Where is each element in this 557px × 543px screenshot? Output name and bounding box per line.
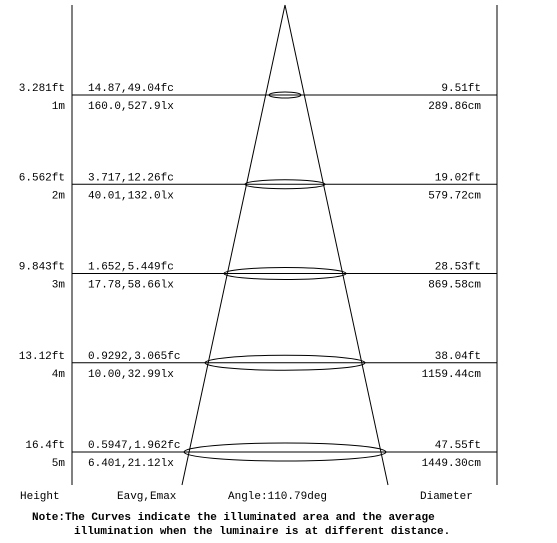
illuminated-area <box>268 91 302 99</box>
diameter-ft: 47.55ft <box>435 440 481 452</box>
diameter-cm: 1449.30cm <box>422 458 482 470</box>
height-ft: 13.12ft <box>19 351 65 363</box>
illum-fc: 0.9292,3.065fc <box>88 351 180 363</box>
illum-lx: 160.0,527.9lx <box>88 101 174 113</box>
height-ft: 16.4ft <box>25 440 65 452</box>
cone-edge <box>284 4 389 486</box>
illuminated-area <box>244 179 326 190</box>
height-m: 1m <box>52 101 66 113</box>
height-m: 5m <box>52 458 66 470</box>
height-m: 2m <box>52 190 66 202</box>
diameter-ft: 9.51ft <box>441 83 481 95</box>
height-ft: 3.281ft <box>19 83 65 95</box>
cone-edge <box>181 4 286 486</box>
diameter-ft: 19.02ft <box>435 172 481 184</box>
illum-fc: 3.717,12.26fc <box>88 172 174 184</box>
height-ft: 9.843ft <box>19 262 65 274</box>
note-line: Note:The Curves indicate the illuminated… <box>32 512 435 524</box>
diameter-ft: 28.53ft <box>435 262 481 274</box>
footer-illum: Eavg,Emax <box>117 491 177 503</box>
illum-lx: 17.78,58.66lx <box>88 280 174 292</box>
height-m: 3m <box>52 280 66 292</box>
footer-diameter: Diameter <box>420 491 473 503</box>
illum-lx: 6.401,21.12lx <box>88 458 174 470</box>
diameter-cm: 289.86cm <box>428 101 481 113</box>
illuminated-area <box>183 442 387 462</box>
illuminated-area <box>204 354 366 371</box>
illum-fc: 0.5947,1.962fc <box>88 440 180 452</box>
height-m: 4m <box>52 369 66 381</box>
note-line: illumination when the luminaire is at di… <box>74 526 450 538</box>
footer-height: Height <box>20 491 60 503</box>
illum-lx: 10.00,32.99lx <box>88 369 174 381</box>
diameter-ft: 38.04ft <box>435 351 481 363</box>
diameter-cm: 869.58cm <box>428 280 481 292</box>
illum-fc: 1.652,5.449fc <box>88 262 174 274</box>
illum-lx: 40.01,132.0lx <box>88 190 174 202</box>
footer-angle: Angle:110.79deg <box>228 491 327 503</box>
illuminated-area <box>223 267 347 280</box>
height-ft: 6.562ft <box>19 172 65 184</box>
diameter-cm: 1159.44cm <box>422 369 482 381</box>
illum-fc: 14.87,49.04fc <box>88 83 174 95</box>
diameter-cm: 579.72cm <box>428 190 481 202</box>
